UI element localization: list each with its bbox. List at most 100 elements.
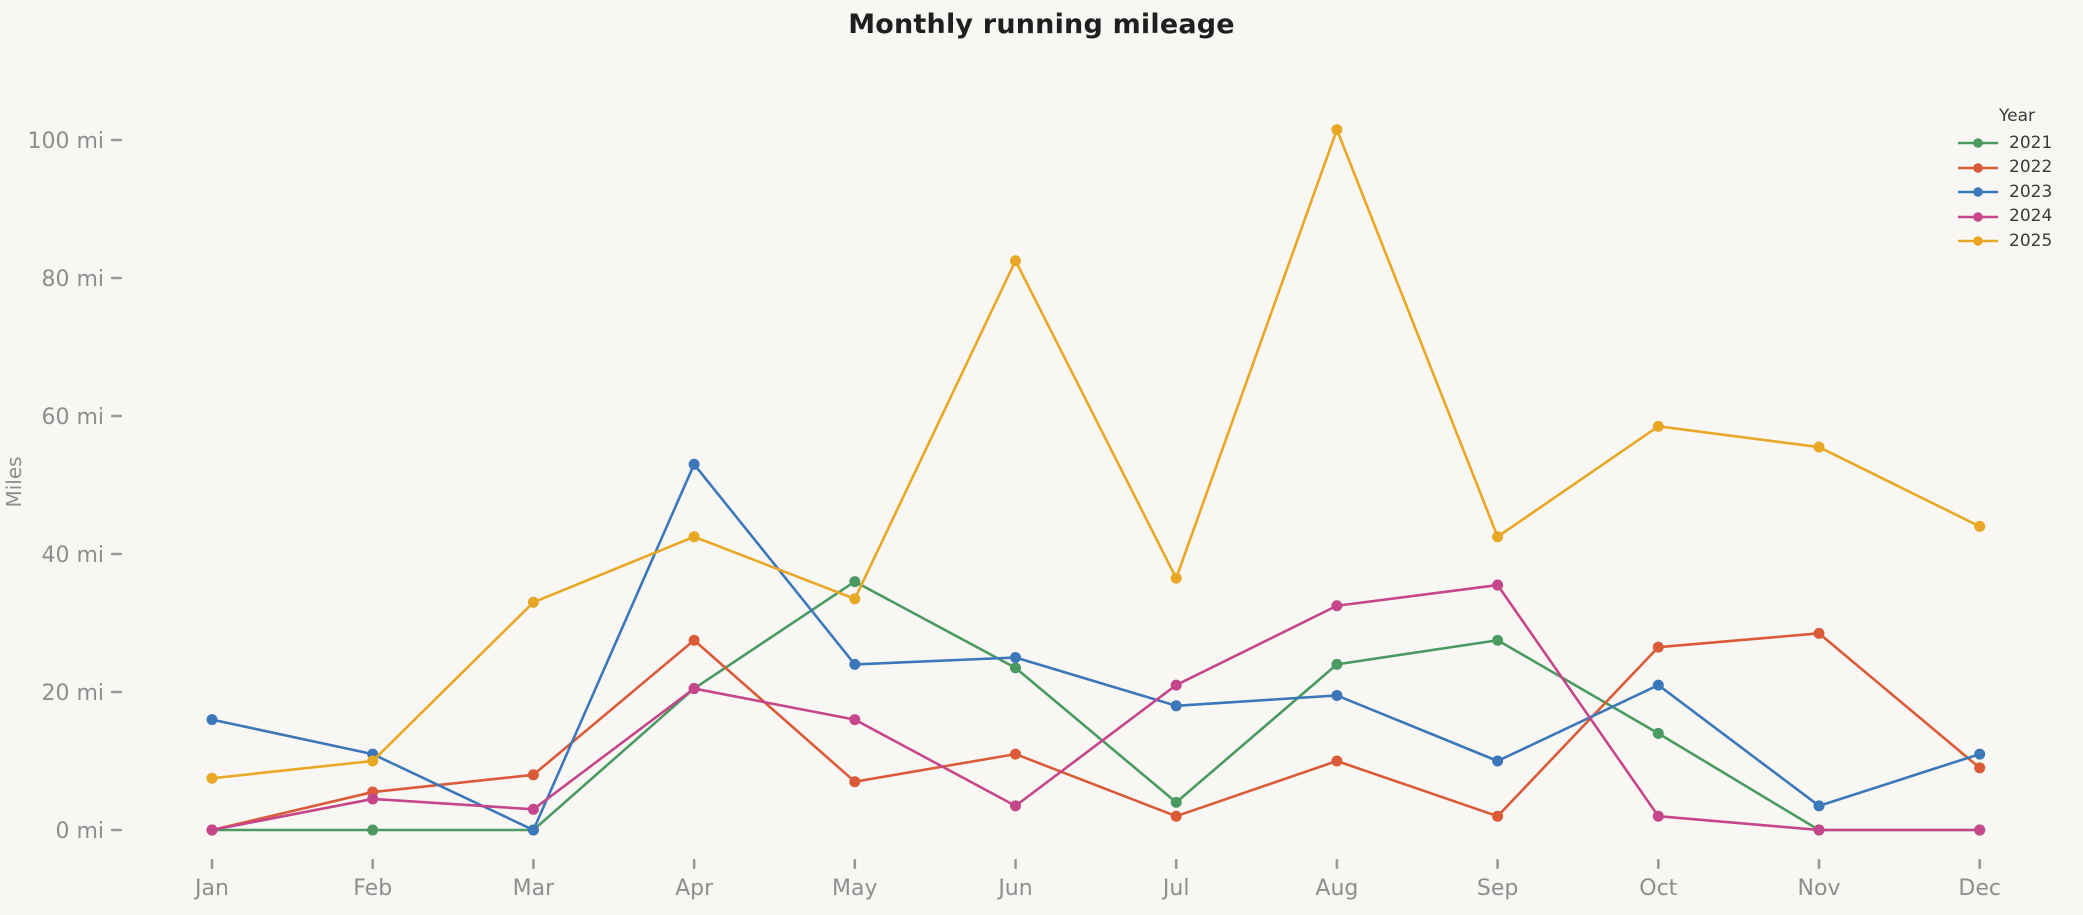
legend-marker-2025: [1958, 236, 1998, 247]
data-point-2022-Dec: [1974, 762, 1986, 774]
data-point-2022-Nov: [1813, 627, 1825, 639]
data-point-2023-Sep: [1492, 755, 1504, 767]
x-tick-label: Feb: [353, 876, 392, 901]
data-point-2023-Dec: [1974, 748, 1986, 760]
y-tick-mark: [111, 690, 122, 694]
data-point-2021-Jun: [1010, 662, 1021, 674]
data-point-2021-Oct: [1652, 727, 1664, 739]
data-point-2022-Mar: [527, 769, 539, 781]
y-tick-label: 100 mi: [27, 129, 104, 154]
data-point-2023-Jan: [206, 714, 218, 726]
x-tick-mark: [532, 859, 535, 869]
data-point-2024-Nov: [1813, 824, 1825, 836]
x-tick-label: May: [832, 876, 877, 901]
legend-label-2023: 2023: [2009, 181, 2053, 202]
x-tick-label: Jul: [1161, 876, 1190, 901]
x-tick-mark: [853, 859, 857, 869]
legend-label-2021: 2021: [2009, 132, 2053, 153]
data-point-2024-Jun: [1010, 800, 1021, 812]
series-line-2024: [210, 583, 1981, 832]
x-tick-mark: [1978, 859, 1981, 869]
data-point-2025-Dec: [1974, 520, 1986, 532]
series-line-2025: [210, 128, 1981, 780]
x-tick-label: Jan: [193, 876, 229, 901]
legend-label-2025: 2025: [2009, 230, 2053, 251]
data-point-2024-Jan: [206, 824, 218, 836]
y-tick-mark: [111, 828, 122, 832]
data-point-2025-Jun: [1010, 255, 1021, 267]
data-point-2023-Aug: [1331, 689, 1343, 701]
data-point-2024-Jul: [1170, 679, 1182, 691]
data-point-2025-Mar: [527, 596, 539, 608]
data-point-2024-Apr: [688, 683, 700, 695]
y-tick-label: 40 mi: [41, 543, 104, 568]
data-point-2025-May: [849, 593, 861, 605]
x-tick-label: Mar: [513, 876, 555, 901]
legend-marker-2023: [1958, 187, 1998, 198]
data-point-2023-Jul: [1170, 700, 1182, 712]
data-point-2022-Oct: [1652, 641, 1664, 653]
data-point-2023-Nov: [1813, 800, 1825, 812]
data-point-2025-Aug: [1331, 124, 1343, 136]
legend-label-2024: 2024: [2009, 206, 2053, 227]
data-point-2022-Jul: [1170, 810, 1182, 822]
data-point-2025-Jan: [206, 772, 218, 784]
x-tick-label: Oct: [1639, 876, 1677, 901]
x-tick-mark: [1817, 859, 1821, 869]
series-line-2021: [210, 580, 1981, 832]
data-point-2023-Oct: [1652, 679, 1664, 691]
x-tick-label: Apr: [675, 876, 714, 901]
x-tick-mark: [1014, 859, 1017, 869]
data-point-2021-May: [849, 576, 861, 588]
x-tick-label: Jun: [996, 876, 1032, 901]
y-tick-mark: [111, 414, 122, 418]
x-tick-mark: [1657, 859, 1660, 869]
legend-item-2021: 2021: [1956, 131, 2078, 156]
data-point-2023-Mar: [527, 824, 539, 836]
series-line-2022: [210, 632, 1981, 832]
x-tick-label: Dec: [1958, 876, 2001, 901]
legend-item-2022: 2022: [1956, 156, 2078, 181]
data-point-2021-Feb: [367, 824, 379, 836]
chart-title: Monthly running mileage: [848, 9, 1235, 40]
legend-item-2023: 2023: [1956, 180, 2078, 205]
data-point-2025-Jul: [1170, 572, 1182, 584]
legend: Year 2021 2022 2023 2024 2025: [1956, 106, 2078, 254]
x-tick-mark: [1174, 859, 1178, 869]
data-point-2024-Feb: [367, 793, 379, 805]
data-point-2024-Aug: [1331, 600, 1343, 612]
data-point-2021-Aug: [1331, 658, 1343, 670]
data-point-2025-Nov: [1813, 441, 1825, 453]
legend-item-2024: 2024: [1956, 205, 2078, 230]
data-point-2022-Sep: [1492, 810, 1504, 822]
data-point-2023-Jun: [1010, 652, 1021, 663]
x-tick-label: Nov: [1798, 876, 1841, 901]
data-point-2024-Oct: [1652, 810, 1664, 822]
data-point-2024-Sep: [1492, 579, 1504, 591]
legend-marker-2024: [1958, 211, 1998, 222]
y-tick-label: 0 mi: [55, 819, 104, 844]
data-point-2021-Sep: [1492, 634, 1504, 646]
y-tick-mark: [111, 138, 122, 142]
data-point-2022-Aug: [1331, 755, 1343, 767]
data-point-2024-Dec: [1974, 824, 1986, 836]
y-tick-mark: [111, 276, 122, 280]
data-point-2025-Feb: [367, 755, 379, 767]
series-line-2023: [210, 462, 1981, 832]
y-tick-label: 80 mi: [41, 267, 104, 292]
legend-title: Year: [1999, 106, 2035, 126]
x-tick-mark: [1496, 859, 1499, 869]
data-point-2023-Apr: [688, 458, 700, 470]
x-tick-label: Sep: [1477, 876, 1518, 901]
legend-label-2022: 2022: [2009, 157, 2053, 178]
legend-marker-2021: [1958, 138, 1998, 149]
legend-item-2025: 2025: [1956, 229, 2078, 254]
data-point-2023-May: [849, 658, 861, 670]
legend-marker-2022: [1958, 162, 1998, 173]
data-point-2022-Apr: [688, 634, 700, 646]
x-tick-mark: [692, 859, 696, 869]
data-point-2022-May: [849, 776, 861, 788]
y-tick-label: 20 mi: [41, 681, 104, 706]
data-point-2024-May: [849, 714, 861, 726]
